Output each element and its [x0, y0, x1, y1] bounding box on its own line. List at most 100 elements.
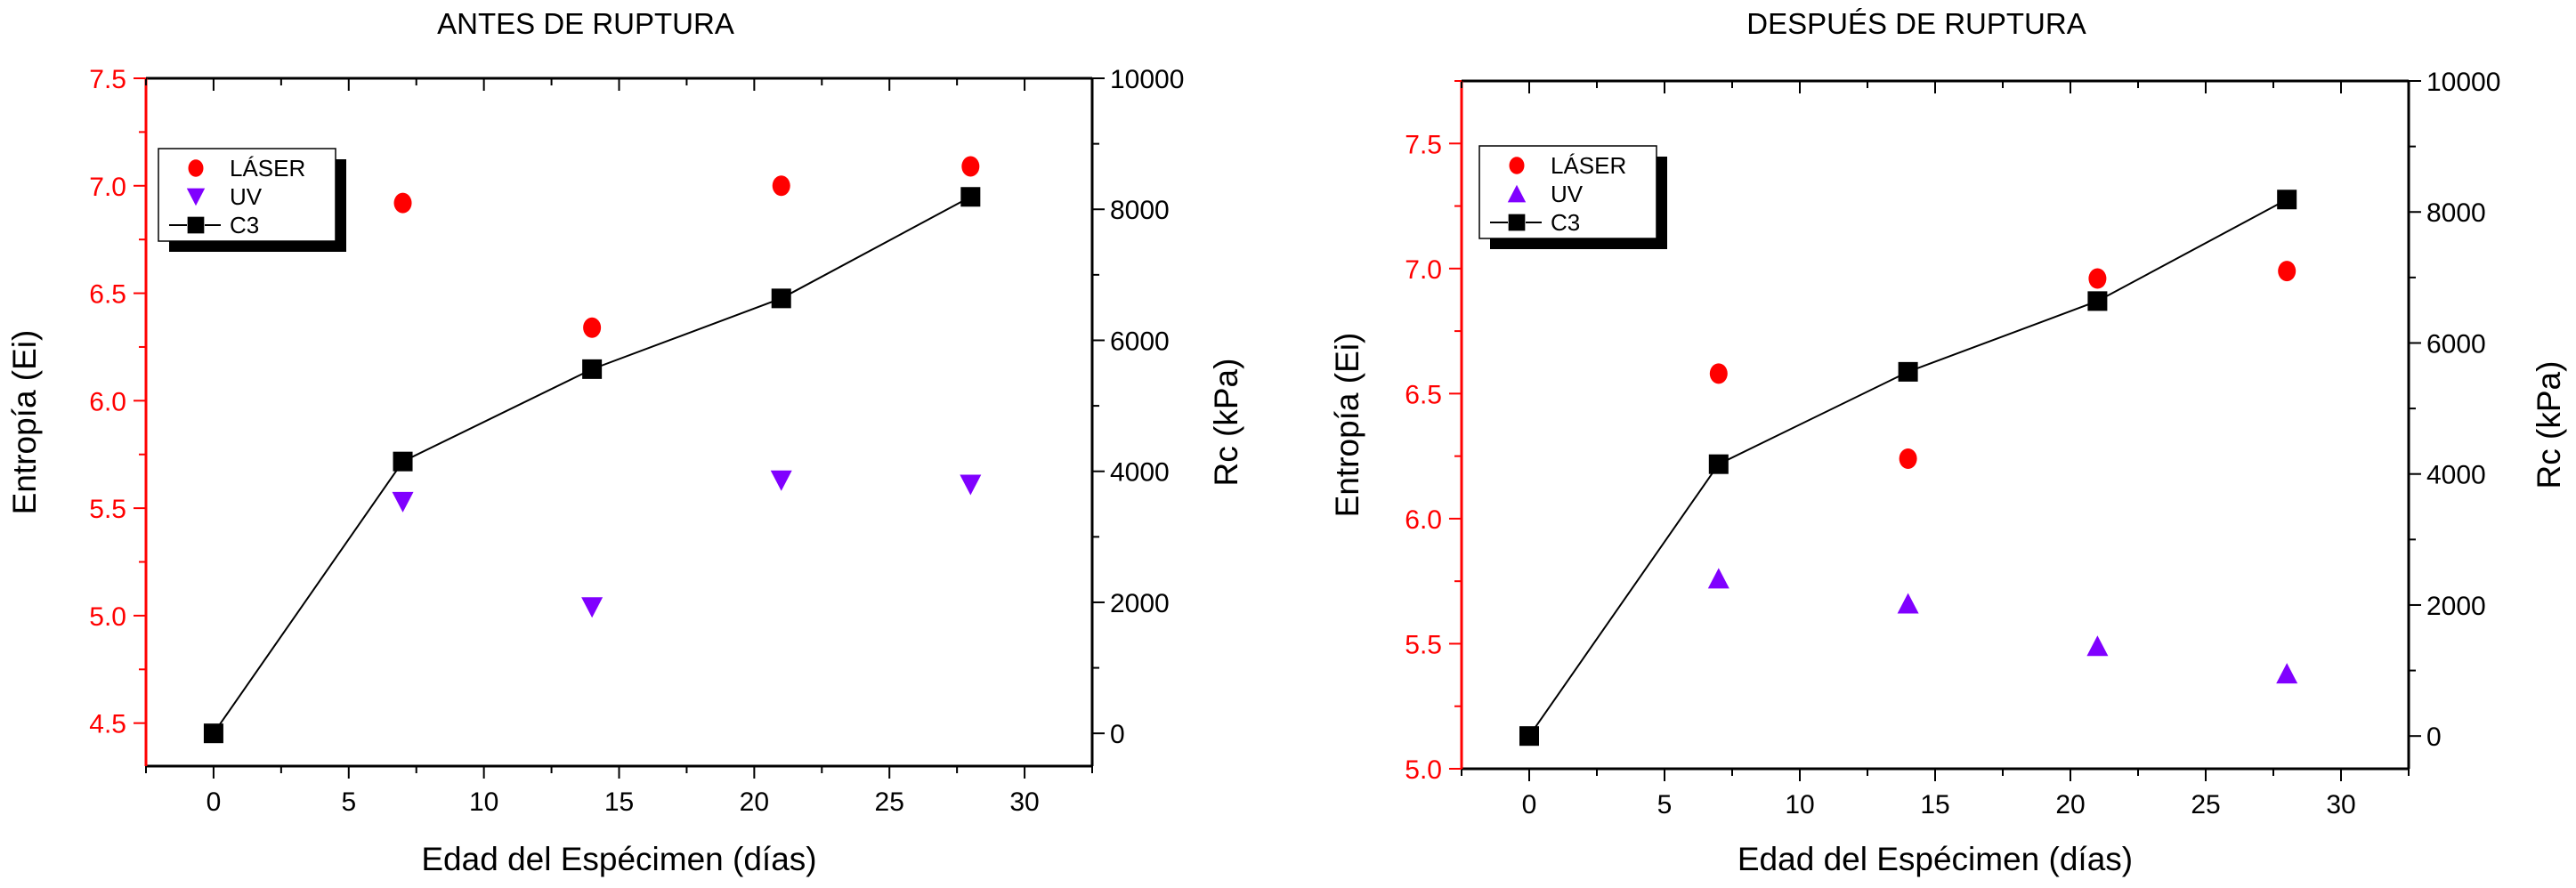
- y-tick-label: 6.0: [89, 387, 126, 416]
- x-tick-label: 25: [875, 787, 904, 817]
- data-point: [583, 317, 602, 338]
- data-point: [392, 491, 414, 513]
- y2-tick-label: 2000: [1110, 589, 1170, 618]
- legend-marker: [187, 216, 205, 234]
- y-tick-label: 5.0: [1405, 755, 1442, 785]
- legend-label: UV: [230, 183, 263, 210]
- y-tick-label: 5.5: [89, 495, 126, 524]
- series-láser: [393, 156, 980, 338]
- y2-tick-label: 2000: [2426, 592, 2486, 621]
- legend-label: LÁSER: [230, 155, 305, 182]
- x-tick-label: 30: [1009, 787, 1039, 817]
- x-tick-label: 10: [1785, 790, 1814, 819]
- series-láser: [1709, 261, 2297, 469]
- data-point: [203, 723, 223, 744]
- data-point: [2088, 268, 2107, 289]
- data-point: [1709, 363, 1728, 384]
- series-line: [213, 196, 971, 734]
- legend-label: UV: [1551, 181, 1584, 207]
- y2-tick-label: 10000: [1110, 65, 1184, 94]
- legend-marker-group: [1508, 214, 1526, 231]
- x-tick-label: 5: [341, 787, 356, 817]
- series-uv: [392, 470, 982, 618]
- y-tick-label: 5.0: [89, 602, 126, 632]
- legend-label: C3: [1551, 209, 1580, 236]
- y-tick-label: 7.5: [1405, 130, 1442, 159]
- legend-marker-group: [187, 216, 205, 234]
- y2-tick-label: 10000: [2426, 68, 2500, 97]
- data-point: [1899, 448, 1917, 469]
- data-point: [771, 288, 791, 309]
- y2-tick-label: 8000: [2426, 198, 2486, 228]
- data-point: [1898, 361, 1918, 382]
- legend-marker: [186, 188, 206, 206]
- legend-label: C3: [230, 212, 259, 238]
- x-axis-label: Edad del Espécimen (días): [421, 841, 816, 877]
- data-point: [1897, 593, 1919, 614]
- y-tick-label: 7.0: [1405, 255, 1442, 285]
- y-axis-label: Entropía (Ei): [1329, 333, 1365, 518]
- x-tick-label: 0: [207, 787, 222, 817]
- y2-tick-label: 0: [1110, 720, 1125, 749]
- x-tick-label: 15: [1920, 790, 1949, 819]
- data-point: [1708, 454, 1729, 474]
- data-point: [2276, 663, 2298, 684]
- y2-tick-label: 6000: [2426, 329, 2486, 359]
- y-tick-label: 7.5: [89, 65, 126, 94]
- y2-axis-label: Rc (kPa): [2531, 361, 2567, 489]
- legend-marker: [1507, 184, 1527, 203]
- data-point: [2277, 190, 2297, 210]
- legend-marker-group: [1509, 157, 1525, 174]
- data-point: [393, 451, 413, 472]
- x-tick-label: 20: [740, 787, 769, 817]
- legend-marker-group: [186, 188, 206, 206]
- y2-tick-label: 0: [2426, 723, 2442, 752]
- legend-marker-group: [1507, 184, 1527, 203]
- x-tick-label: 30: [2326, 790, 2355, 819]
- data-point: [1519, 726, 1539, 747]
- data-point: [1707, 568, 1729, 589]
- legend-marker: [1509, 157, 1525, 174]
- y-tick-label: 6.5: [1405, 380, 1442, 409]
- data-point: [581, 597, 603, 618]
- series-uv: [1707, 568, 2298, 684]
- x-tick-label: 5: [1657, 790, 1673, 819]
- data-point: [393, 192, 412, 214]
- data-point: [2087, 291, 2108, 311]
- data-point: [582, 359, 603, 379]
- y-tick-label: 6.5: [89, 280, 126, 310]
- y-tick-label: 6.0: [1405, 505, 1442, 535]
- chart-title: DESPUÉS DE RUPTURA: [1746, 7, 2086, 40]
- x-tick-label: 20: [2055, 790, 2085, 819]
- y2-tick-label: 4000: [1110, 458, 1170, 488]
- data-point: [772, 175, 790, 197]
- legend-marker: [188, 159, 204, 177]
- data-point: [961, 156, 980, 177]
- y-tick-label: 4.5: [89, 710, 126, 739]
- y-tick-label: 7.0: [89, 173, 126, 202]
- y2-tick-label: 4000: [2426, 461, 2486, 490]
- chart-1: 0 5 10 15 20 25 30 4.5 5.0 5.5 6.0 6.5 7.0 7.5 0 2000 40…: [6, 7, 1244, 877]
- data-point: [770, 470, 792, 491]
- x-axis-label: Edad del Espécimen (días): [1738, 841, 2133, 877]
- legend-marker: [1508, 214, 1526, 231]
- data-point: [960, 187, 981, 207]
- y-tick-label: 5.5: [1405, 630, 1442, 659]
- legend-label: LÁSER: [1551, 152, 1626, 179]
- x-tick-label: 25: [2191, 790, 2220, 819]
- x-tick-label: 0: [1522, 790, 1537, 819]
- legend-marker-group: [188, 159, 204, 177]
- series-c3: [1519, 190, 2297, 747]
- data-point: [2086, 635, 2109, 657]
- series-c3: [203, 187, 981, 744]
- y2-tick-label: 6000: [1110, 327, 1170, 356]
- x-tick-label: 10: [469, 787, 498, 817]
- y-axis-label: Entropía (Ei): [6, 330, 43, 515]
- y2-tick-label: 8000: [1110, 196, 1170, 225]
- chart-title: ANTES DE RUPTURA: [437, 7, 734, 40]
- data-point: [2278, 261, 2297, 282]
- y2-axis-label: Rc (kPa): [1208, 359, 1244, 487]
